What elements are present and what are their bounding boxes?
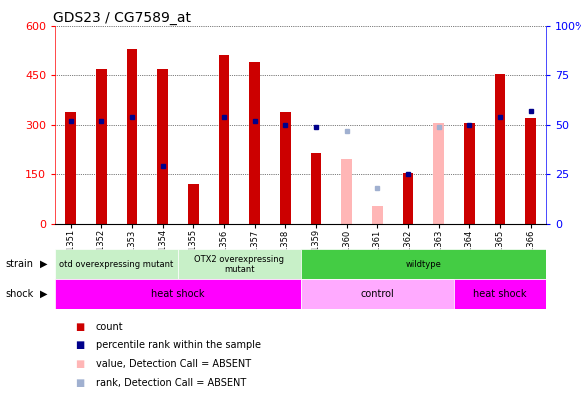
Bar (403, 173, 414, 224)
Bar (127, 49, 137, 224)
Text: strain: strain (6, 259, 34, 269)
Bar (433, 123, 444, 224)
Bar (464, 123, 475, 224)
Text: ■: ■ (76, 377, 85, 388)
Text: otd overexpressing mutant: otd overexpressing mutant (59, 260, 174, 269)
Bar (454, 279, 546, 309)
Text: control: control (360, 289, 394, 299)
Bar (157, 69, 168, 224)
Text: rank, Detection Call = ABSENT: rank, Detection Call = ABSENT (96, 377, 246, 388)
Bar (188, 184, 199, 224)
Bar (525, 118, 536, 224)
Bar (249, 62, 260, 224)
Bar (65, 112, 76, 224)
Text: value, Detection Call = ABSENT: value, Detection Call = ABSENT (96, 359, 251, 369)
Text: OTX2 overexpressing
mutant: OTX2 overexpressing mutant (194, 255, 284, 274)
Text: count: count (96, 322, 124, 332)
Text: heat shock: heat shock (151, 289, 205, 299)
Bar (55, 279, 301, 309)
Text: ■: ■ (76, 322, 85, 332)
Text: wildtype: wildtype (406, 260, 442, 269)
Bar (55, 249, 178, 279)
Bar (218, 55, 229, 224)
Bar (311, 153, 321, 224)
Text: ■: ■ (76, 340, 85, 350)
Text: ▶: ▶ (40, 289, 47, 299)
Text: GDS23 / CG7589_at: GDS23 / CG7589_at (53, 11, 191, 25)
Bar (301, 279, 454, 309)
Bar (301, 249, 546, 279)
Bar (495, 74, 505, 224)
Bar (372, 206, 383, 224)
Text: shock: shock (6, 289, 34, 299)
Bar (280, 112, 290, 224)
Text: heat shock: heat shock (474, 289, 527, 299)
Bar (96, 69, 106, 224)
Bar (178, 249, 301, 279)
Text: percentile rank within the sample: percentile rank within the sample (96, 340, 261, 350)
Text: ■: ■ (76, 359, 85, 369)
Bar (341, 159, 352, 224)
Text: ▶: ▶ (40, 259, 47, 269)
